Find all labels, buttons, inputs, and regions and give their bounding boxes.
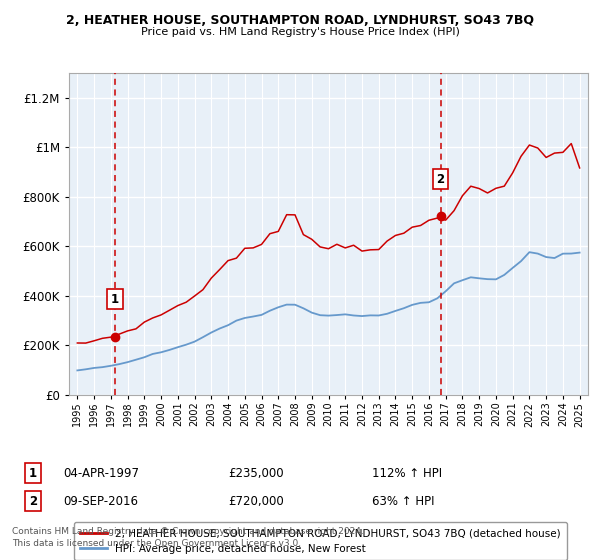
Text: 63% ↑ HPI: 63% ↑ HPI [372,494,434,508]
Text: 09-SEP-2016: 09-SEP-2016 [63,494,138,508]
Text: 2: 2 [29,494,37,508]
Legend: 2, HEATHER HOUSE, SOUTHAMPTON ROAD, LYNDHURST, SO43 7BQ (detached house), HPI: A: 2, HEATHER HOUSE, SOUTHAMPTON ROAD, LYND… [74,522,567,560]
Text: Contains HM Land Registry data © Crown copyright and database right 2024.: Contains HM Land Registry data © Crown c… [12,528,364,536]
Text: 1: 1 [111,293,119,306]
Text: 04-APR-1997: 04-APR-1997 [63,466,139,480]
Text: 1: 1 [29,466,37,480]
Text: £235,000: £235,000 [228,466,284,480]
Text: 2: 2 [436,173,445,186]
Text: This data is licensed under the Open Government Licence v3.0.: This data is licensed under the Open Gov… [12,539,301,548]
Text: £720,000: £720,000 [228,494,284,508]
Text: Price paid vs. HM Land Registry's House Price Index (HPI): Price paid vs. HM Land Registry's House … [140,27,460,37]
Text: 2, HEATHER HOUSE, SOUTHAMPTON ROAD, LYNDHURST, SO43 7BQ: 2, HEATHER HOUSE, SOUTHAMPTON ROAD, LYND… [66,14,534,27]
Text: 112% ↑ HPI: 112% ↑ HPI [372,466,442,480]
